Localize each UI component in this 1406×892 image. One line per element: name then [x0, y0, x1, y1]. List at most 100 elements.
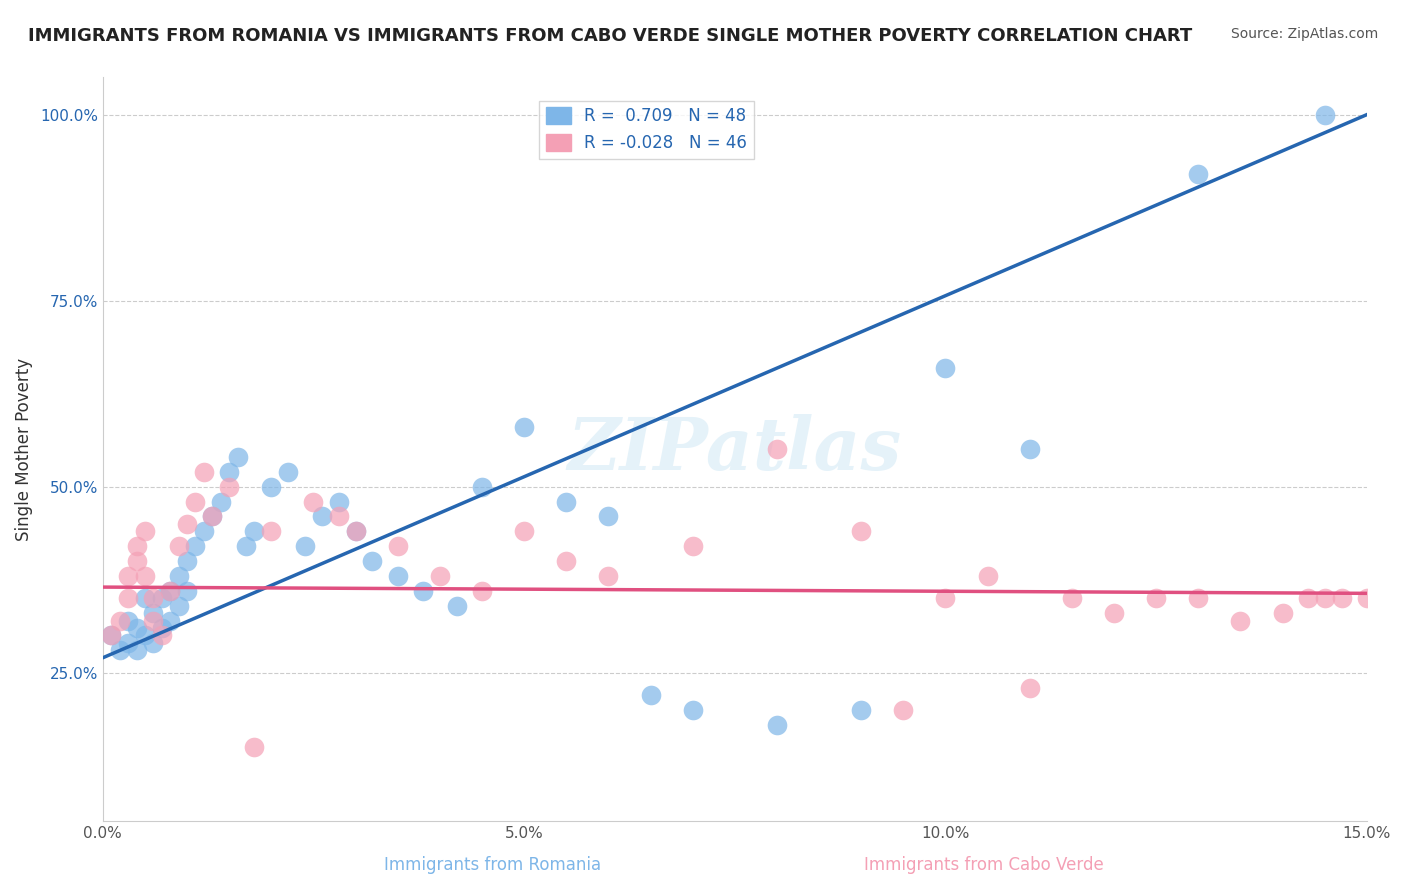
Point — [201, 509, 224, 524]
Point — [598, 569, 620, 583]
Point — [142, 606, 165, 620]
Point — [193, 524, 215, 539]
Point — [235, 539, 257, 553]
Point — [108, 614, 131, 628]
Point — [1144, 591, 1167, 606]
Point — [134, 591, 156, 606]
Point — [294, 539, 316, 553]
Point — [100, 628, 122, 642]
Point — [150, 628, 173, 642]
Text: Source: ZipAtlas.com: Source: ZipAtlas.com — [1230, 27, 1378, 41]
Point — [1018, 442, 1040, 457]
Point — [328, 509, 350, 524]
Text: Immigrants from Cabo Verde: Immigrants from Cabo Verde — [865, 856, 1104, 874]
Point — [412, 583, 434, 598]
Point — [1229, 614, 1251, 628]
Point — [555, 554, 578, 568]
Point — [176, 554, 198, 568]
Point — [176, 583, 198, 598]
Point — [766, 442, 789, 457]
Point — [243, 524, 266, 539]
Point — [218, 465, 240, 479]
Point — [243, 740, 266, 755]
Point — [117, 614, 139, 628]
Point — [134, 628, 156, 642]
Text: ZIPatlas: ZIPatlas — [568, 414, 901, 485]
Point — [100, 628, 122, 642]
Point — [344, 524, 367, 539]
Point — [218, 480, 240, 494]
Point — [159, 583, 181, 598]
Point — [226, 450, 249, 464]
Point — [311, 509, 333, 524]
Point — [429, 569, 451, 583]
Point — [108, 643, 131, 657]
Point — [555, 494, 578, 508]
Point — [446, 599, 468, 613]
Point — [1330, 591, 1353, 606]
Point — [142, 614, 165, 628]
Point — [150, 621, 173, 635]
Point — [142, 591, 165, 606]
Point — [167, 539, 190, 553]
Point — [184, 539, 207, 553]
Point — [344, 524, 367, 539]
Point — [117, 569, 139, 583]
Point — [766, 717, 789, 731]
Point — [934, 360, 956, 375]
Point — [1060, 591, 1083, 606]
Point — [209, 494, 232, 508]
Point — [976, 569, 998, 583]
Point — [260, 480, 283, 494]
Point — [117, 591, 139, 606]
Point — [851, 703, 873, 717]
Point — [387, 569, 409, 583]
Point — [640, 688, 662, 702]
Point — [176, 516, 198, 531]
Point — [159, 614, 181, 628]
Point — [167, 599, 190, 613]
Point — [134, 524, 156, 539]
Point — [361, 554, 384, 568]
Point — [387, 539, 409, 553]
Point — [471, 583, 494, 598]
Legend: R =  0.709   N = 48, R = -0.028   N = 46: R = 0.709 N = 48, R = -0.028 N = 46 — [538, 101, 754, 159]
Point — [598, 509, 620, 524]
Point — [1102, 606, 1125, 620]
Point — [125, 554, 148, 568]
Point — [851, 524, 873, 539]
Point — [260, 524, 283, 539]
Point — [142, 636, 165, 650]
Text: Immigrants from Romania: Immigrants from Romania — [384, 856, 600, 874]
Point — [513, 524, 536, 539]
Point — [1355, 591, 1378, 606]
Point — [1271, 606, 1294, 620]
Point — [167, 569, 190, 583]
Point — [302, 494, 325, 508]
Point — [513, 420, 536, 434]
Point — [184, 494, 207, 508]
Point — [159, 583, 181, 598]
Point — [1187, 591, 1209, 606]
Point — [891, 703, 914, 717]
Point — [682, 703, 704, 717]
Point — [125, 539, 148, 553]
Point — [117, 636, 139, 650]
Point — [150, 591, 173, 606]
Point — [471, 480, 494, 494]
Text: IMMIGRANTS FROM ROMANIA VS IMMIGRANTS FROM CABO VERDE SINGLE MOTHER POVERTY CORR: IMMIGRANTS FROM ROMANIA VS IMMIGRANTS FR… — [28, 27, 1192, 45]
Point — [1296, 591, 1319, 606]
Point — [125, 621, 148, 635]
Point — [1313, 591, 1336, 606]
Point — [134, 569, 156, 583]
Point — [277, 465, 299, 479]
Point — [193, 465, 215, 479]
Point — [201, 509, 224, 524]
Point — [682, 539, 704, 553]
Point — [328, 494, 350, 508]
Point — [1313, 108, 1336, 122]
Point — [1187, 167, 1209, 181]
Point — [934, 591, 956, 606]
Point — [1018, 681, 1040, 695]
Y-axis label: Single Mother Poverty: Single Mother Poverty — [15, 358, 32, 541]
